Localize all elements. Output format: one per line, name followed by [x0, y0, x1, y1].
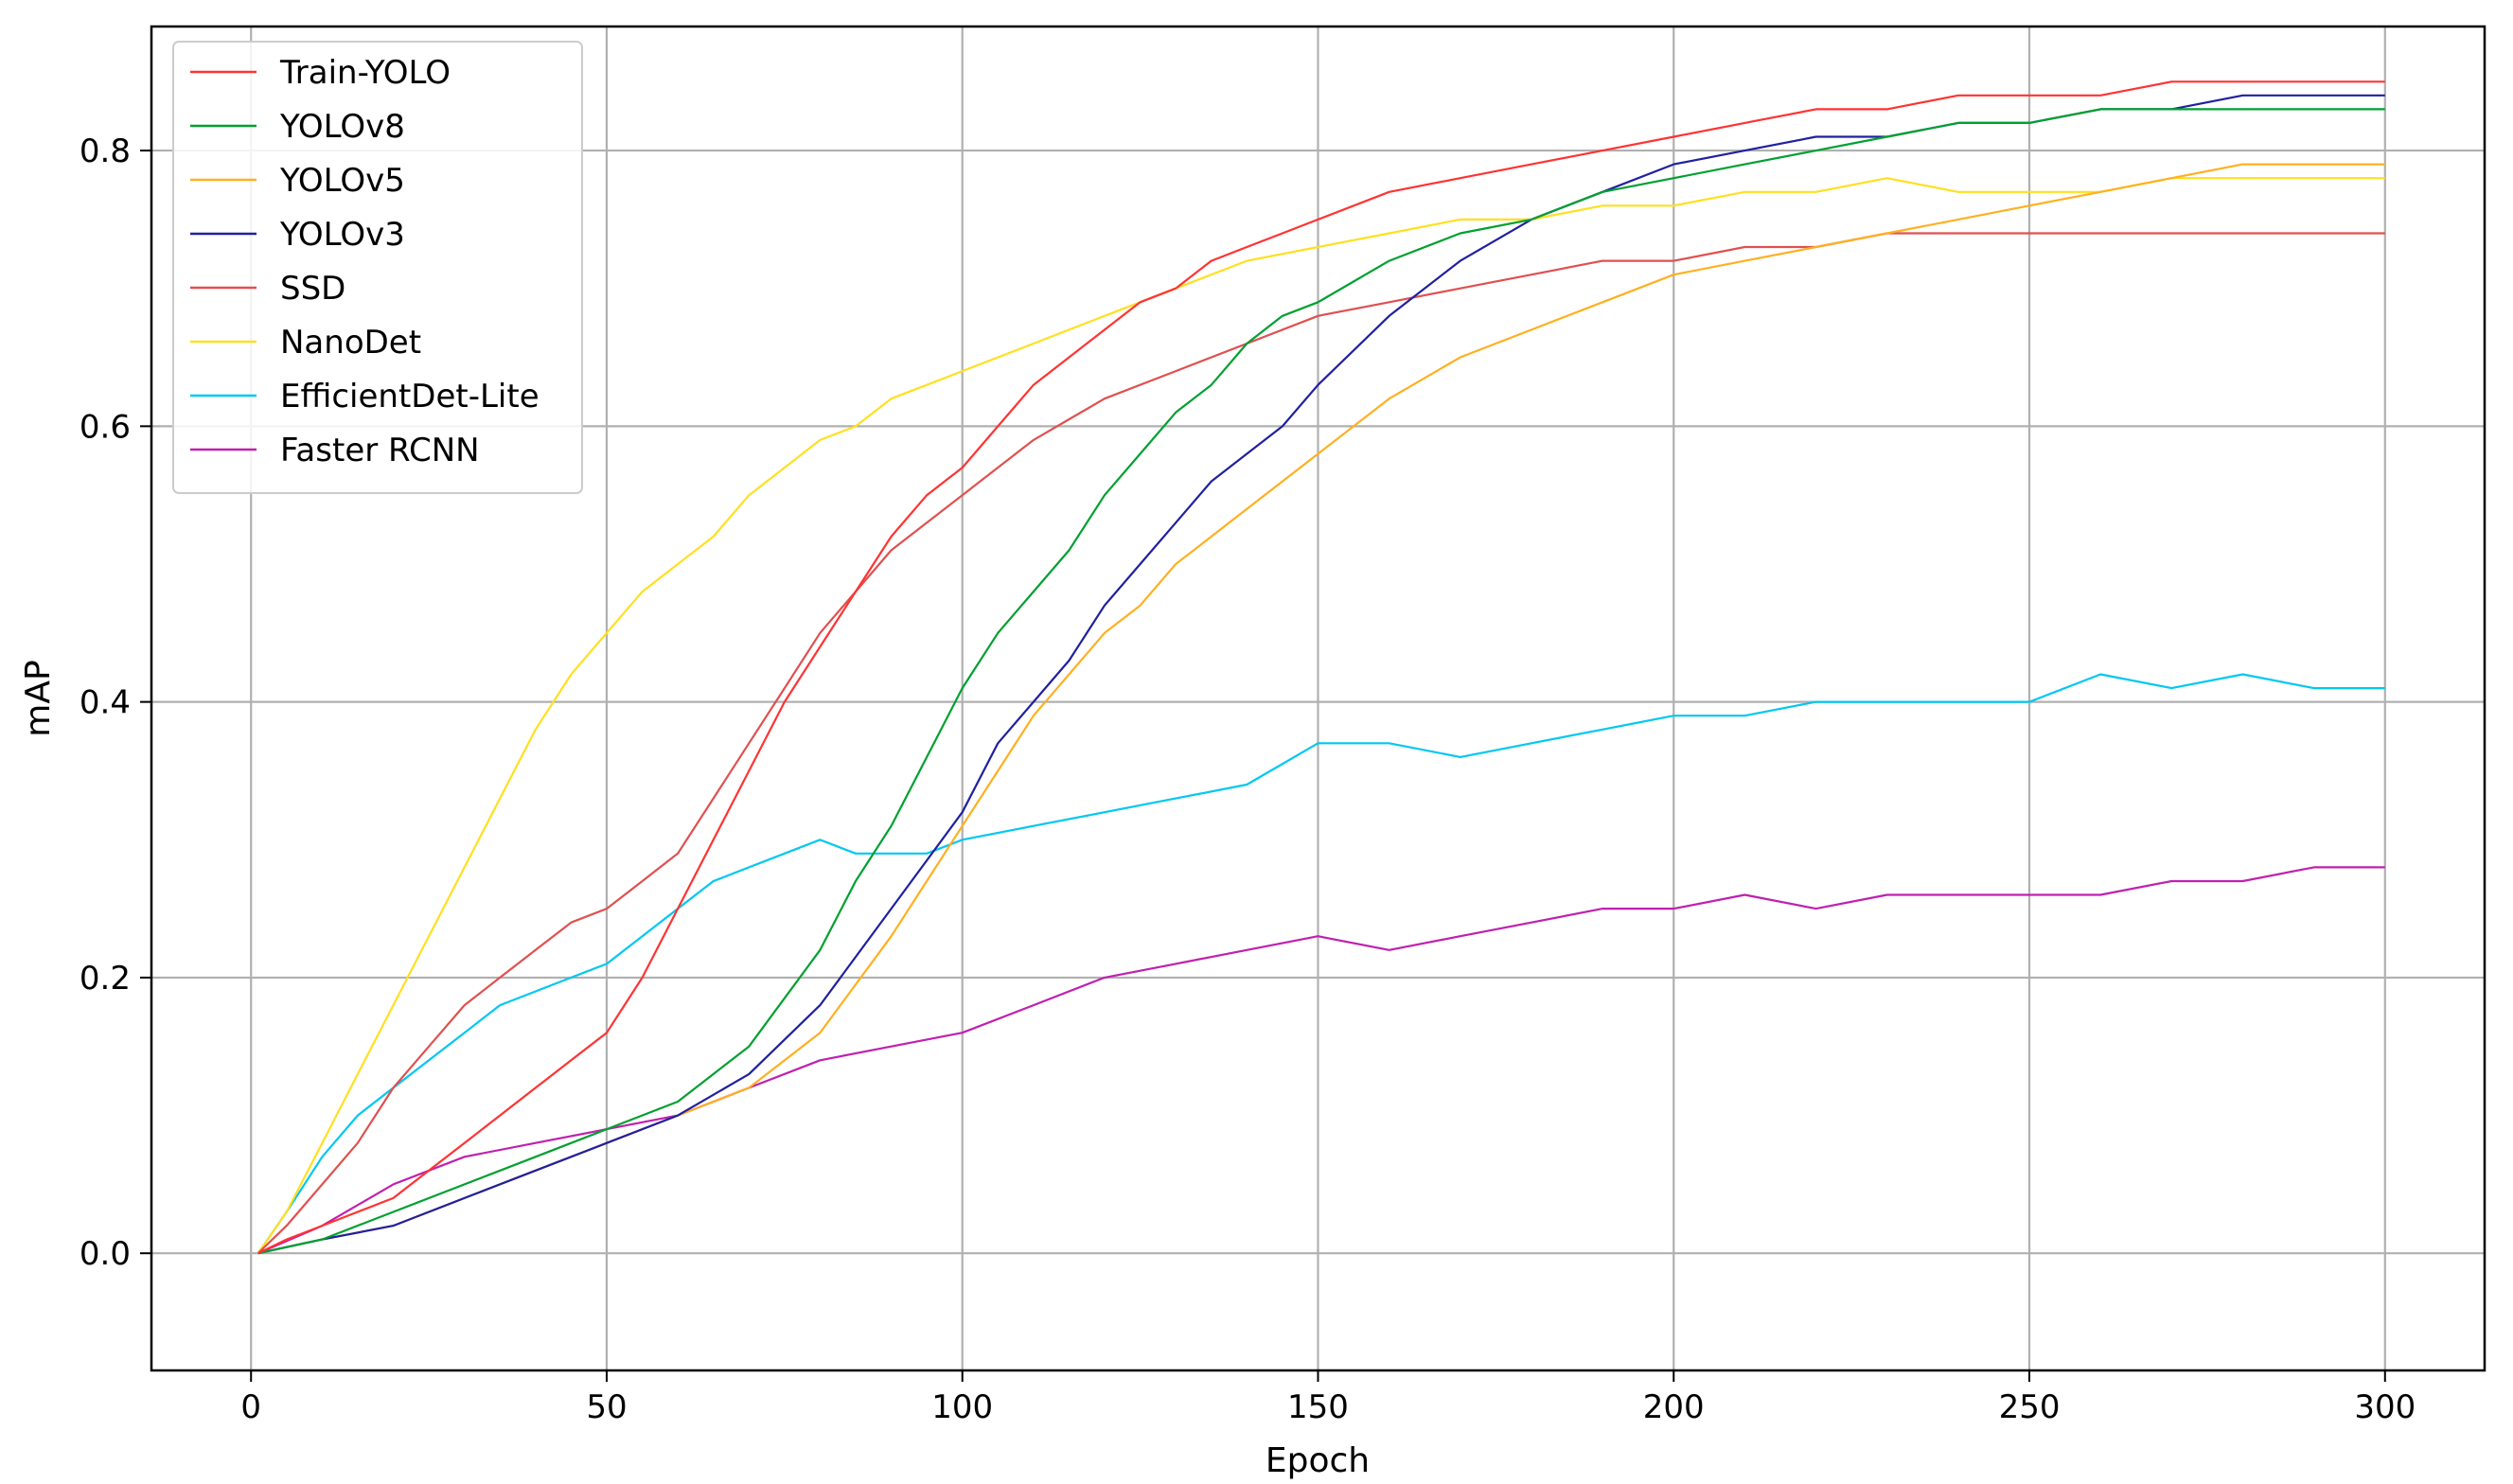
- y-tick-label: 0.4: [80, 684, 131, 722]
- series-line-yolov8: [257, 108, 2385, 1255]
- x-tick-label: 150: [1287, 1388, 1349, 1426]
- y-tick-label: 0.8: [80, 132, 131, 170]
- legend-label: SSD: [280, 270, 345, 308]
- x-tick-label: 50: [586, 1388, 627, 1426]
- legend-label: Train-YOLO: [279, 54, 451, 92]
- legend-box: [172, 41, 583, 494]
- x-tick-label: 100: [931, 1388, 993, 1426]
- legend-label: NanoDet: [280, 324, 421, 362]
- series-line-ssd: [257, 232, 2385, 1254]
- legend-label: YOLOv3: [279, 216, 405, 254]
- x-tick-label: 0: [240, 1388, 261, 1426]
- y-tick-label: 0.2: [80, 960, 131, 998]
- legend-label: EfficientDet-Lite: [280, 378, 540, 415]
- x-tick-label: 250: [1999, 1388, 2061, 1426]
- legend-label: Faster RCNN: [280, 432, 480, 469]
- y-tick-label: 0.6: [80, 408, 131, 446]
- x-axis-ticks: 0 50 100 150 200 250 300: [240, 1370, 2416, 1426]
- x-axis-label: Epoch: [1265, 1441, 1370, 1480]
- series-line-train-yolo: [257, 80, 2385, 1255]
- series-line-efficientdet-lite: [257, 673, 2385, 1254]
- series-lines: [257, 80, 2385, 1255]
- y-axis-label: mAP: [19, 660, 58, 736]
- legend-label: YOLOv8: [279, 108, 405, 146]
- x-tick-label: 200: [1643, 1388, 1705, 1426]
- x-tick-label: 300: [2354, 1388, 2416, 1426]
- legend-label: YOLOv5: [279, 162, 405, 200]
- y-axis-ticks: 0.0 0.2 0.4 0.6 0.8: [80, 132, 151, 1273]
- grid-lines: [151, 26, 2485, 1370]
- series-line-nanodet: [257, 177, 2385, 1254]
- y-tick-label: 0.0: [80, 1235, 131, 1273]
- legend: Train-YOLO YOLOv8 YOLOv5 YOLOv3 SSD NanoDet Ef…: [172, 41, 583, 494]
